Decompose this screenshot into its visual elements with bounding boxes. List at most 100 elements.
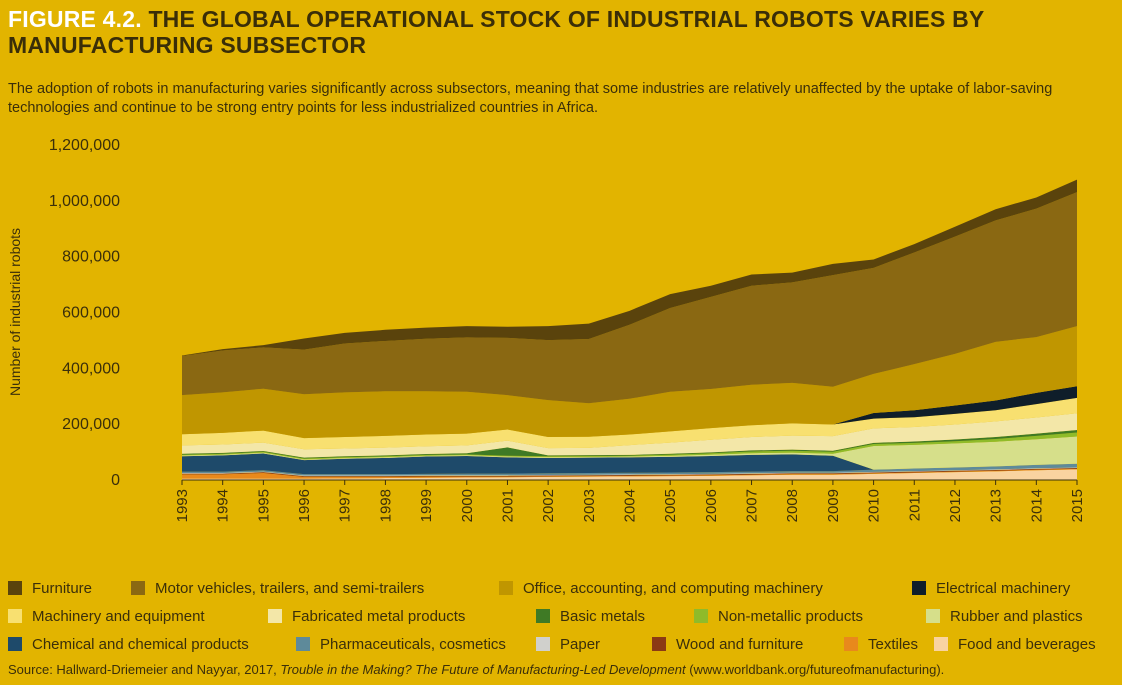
legend-swatch bbox=[926, 609, 940, 623]
legend-label: Food and beverages bbox=[958, 635, 1096, 653]
area-series-13 bbox=[182, 192, 1077, 404]
x-tick-label: 2003 bbox=[581, 489, 598, 522]
legend-item: Machinery and equipment bbox=[8, 608, 268, 625]
x-tick-label: 2011 bbox=[906, 489, 923, 521]
area-series-12 bbox=[182, 326, 1077, 439]
area-series-11 bbox=[182, 386, 1077, 439]
x-tick-label: 2010 bbox=[866, 489, 883, 522]
legend-swatch bbox=[8, 581, 22, 595]
legend-swatch bbox=[934, 637, 948, 651]
legend-item: Electrical machinery bbox=[912, 580, 1122, 597]
figure-title-text: THE GLOBAL OPERATIONAL STOCK OF INDUSTRI… bbox=[8, 6, 985, 58]
legend-item: Textiles bbox=[844, 636, 934, 653]
area-series-14 bbox=[182, 179, 1077, 357]
legend-swatch bbox=[8, 609, 22, 623]
x-tick-label: 2008 bbox=[784, 489, 801, 522]
legend-swatch bbox=[912, 581, 926, 595]
y-tick-label: 800,000 bbox=[62, 249, 120, 266]
legend-label: Pharmaceuticals, cosmetics bbox=[320, 635, 506, 653]
legend-swatch bbox=[694, 609, 708, 623]
area-series-6 bbox=[182, 436, 1077, 470]
legend-item: Wood and furniture bbox=[652, 636, 844, 653]
y-tick-label: 400,000 bbox=[62, 360, 120, 377]
legend-label: Motor vehicles, trailers, and semi-trail… bbox=[155, 579, 425, 597]
legend-label: Chemical and chemical products bbox=[32, 635, 249, 653]
area-series-2 bbox=[182, 467, 1077, 477]
legend-swatch bbox=[536, 637, 550, 651]
source-suffix: (www.worldbank.org/futureofmanufacturing… bbox=[689, 662, 945, 677]
area-series-3 bbox=[182, 467, 1077, 477]
x-tick-label: 2004 bbox=[622, 489, 639, 522]
legend-label: Wood and furniture bbox=[676, 635, 804, 653]
x-tick-label: 1999 bbox=[418, 489, 435, 522]
area-series-10 bbox=[182, 397, 1077, 450]
x-tick-label: 2005 bbox=[662, 489, 679, 522]
legend-swatch bbox=[296, 637, 310, 651]
legend-label: Non-metallic products bbox=[718, 607, 864, 625]
legend-item: Fabricated metal products bbox=[268, 608, 536, 625]
legend-swatch bbox=[844, 637, 858, 651]
legend-swatch bbox=[8, 637, 22, 651]
legend-label: Paper bbox=[560, 635, 601, 653]
x-tick-label: 2012 bbox=[947, 489, 964, 522]
x-tick-label: 1995 bbox=[255, 489, 272, 522]
legend-item: Basic metals bbox=[536, 608, 694, 625]
x-tick-label: 2006 bbox=[703, 489, 720, 522]
legend-label: Fabricated metal products bbox=[292, 607, 466, 625]
figure-title: FIGURE 4.2. THE GLOBAL OPERATIONAL STOCK… bbox=[8, 6, 1108, 58]
legend-item: Rubber and plastics bbox=[926, 608, 1122, 625]
legend-swatch bbox=[268, 609, 282, 623]
legend-item: Food and beverages bbox=[934, 636, 1122, 653]
x-tick-label: 2007 bbox=[744, 489, 761, 522]
legend-item: Paper bbox=[536, 636, 652, 653]
y-tick-label: 600,000 bbox=[62, 305, 120, 322]
stacked-area-chart: 0 200,000 400,000 600,000 800,000 1,000,000 1,… bbox=[7, 137, 1086, 522]
legend-label: Furniture bbox=[32, 579, 93, 597]
x-tick-label: 2015 bbox=[1069, 489, 1086, 522]
legend-label: Electrical machinery bbox=[936, 579, 1071, 597]
area-series-1 bbox=[182, 468, 1077, 479]
y-tick-label: 200,000 bbox=[62, 416, 120, 433]
figure-number: FIGURE 4.2. bbox=[8, 6, 142, 32]
area-series-4 bbox=[182, 463, 1077, 476]
y-tick-label: 1,000,000 bbox=[49, 193, 120, 210]
legend-label: Office, accounting, and computing machin… bbox=[523, 579, 823, 597]
legend-item: Chemical and chemical products bbox=[8, 636, 296, 653]
x-tick-label: 1998 bbox=[377, 489, 394, 522]
legend-label: Machinery and equipment bbox=[32, 607, 205, 625]
source-title: Trouble in the Making? The Future of Man… bbox=[280, 662, 686, 677]
x-tick-label: 1997 bbox=[337, 489, 354, 522]
area-series-0 bbox=[182, 469, 1077, 480]
legend-item: Motor vehicles, trailers, and semi-trail… bbox=[131, 580, 499, 597]
y-axis-title: Number of industrial robots bbox=[7, 228, 23, 396]
x-tick-label: 2002 bbox=[540, 489, 557, 522]
source-note: Source: Hallward-Driemeier and Nayyar, 2… bbox=[8, 662, 944, 677]
legend-row: Machinery and equipment Fabricated metal … bbox=[8, 602, 1122, 630]
x-tick-label: 1996 bbox=[296, 489, 313, 522]
legend-row: Chemical and chemical products Pharmaceut… bbox=[8, 630, 1122, 658]
x-tick-label: 2009 bbox=[825, 489, 842, 522]
x-tick-label: 2000 bbox=[459, 489, 476, 522]
legend-swatch bbox=[499, 581, 513, 595]
x-tick-label: 1993 bbox=[174, 489, 191, 522]
figure-subtitle: The adoption of robots in manufacturing … bbox=[8, 81, 1053, 116]
x-tick-label: 2014 bbox=[1028, 489, 1045, 522]
area-series-9 bbox=[182, 413, 1077, 458]
chart-legend: Furniture Motor vehicles, trailers, and s… bbox=[8, 574, 1122, 658]
legend-item: Office, accounting, and computing machin… bbox=[499, 580, 912, 597]
y-tick-label: 1,200,000 bbox=[49, 137, 120, 154]
legend-label: Textiles bbox=[868, 635, 919, 653]
legend-swatch bbox=[652, 637, 666, 651]
x-tick-label: 2013 bbox=[988, 489, 1005, 522]
legend-row: Furniture Motor vehicles, trailers, and s… bbox=[8, 574, 1122, 602]
x-tick-label: 1994 bbox=[215, 489, 232, 522]
area-series-5 bbox=[182, 453, 1077, 475]
legend-swatch bbox=[536, 609, 550, 623]
legend-label: Rubber and plastics bbox=[950, 607, 1083, 625]
source-prefix: Source: Hallward-Driemeier and Nayyar, 2… bbox=[8, 662, 277, 677]
y-tick-label: 0 bbox=[111, 472, 120, 489]
x-tick-label: 2001 bbox=[499, 489, 516, 522]
legend-item: Furniture bbox=[8, 580, 131, 597]
legend-label: Basic metals bbox=[560, 607, 646, 625]
legend-item: Pharmaceuticals, cosmetics bbox=[296, 636, 536, 653]
